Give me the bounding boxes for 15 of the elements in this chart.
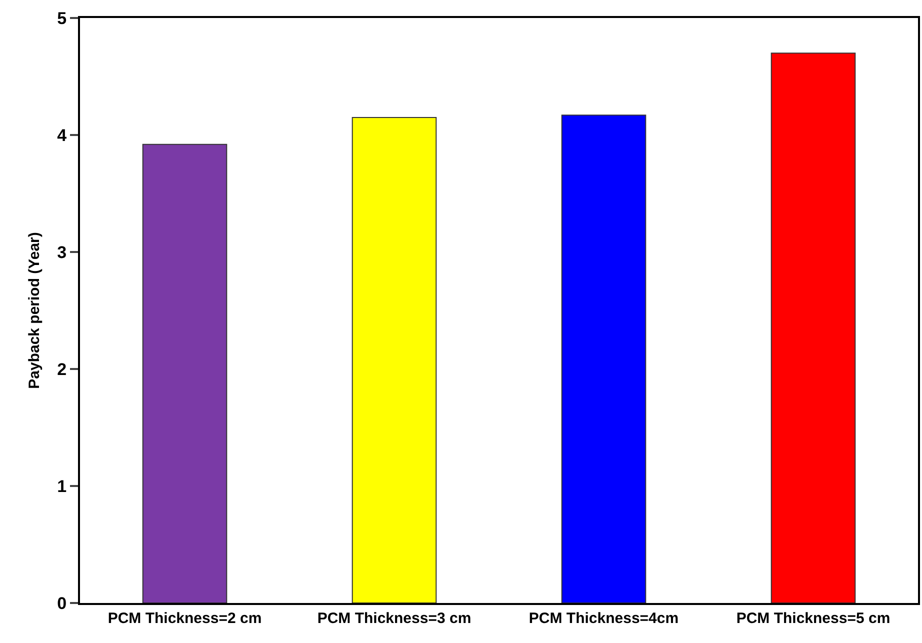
y-axis-title: Payback period (Year): [26, 232, 43, 389]
bar: [561, 114, 646, 603]
x-tick-label: PCM Thickness=3 cm: [317, 610, 472, 627]
y-tick-label: 0: [57, 594, 67, 613]
y-tick-label: 5: [57, 8, 67, 28]
y-tick-label: 3: [57, 242, 67, 262]
bar: [770, 52, 856, 603]
bar: [142, 144, 228, 603]
x-tick-label: PCM Thickness=4cm: [528, 610, 679, 627]
bar: [352, 116, 437, 603]
x-tick-label: PCM Thickness=5 cm: [736, 610, 890, 627]
y-tick-label: 1: [57, 476, 67, 496]
x-tick-label: PCM Thickness=2 cm: [108, 610, 262, 627]
y-tick-label: 4: [57, 126, 68, 145]
y-tick-label: 2: [57, 360, 67, 379]
